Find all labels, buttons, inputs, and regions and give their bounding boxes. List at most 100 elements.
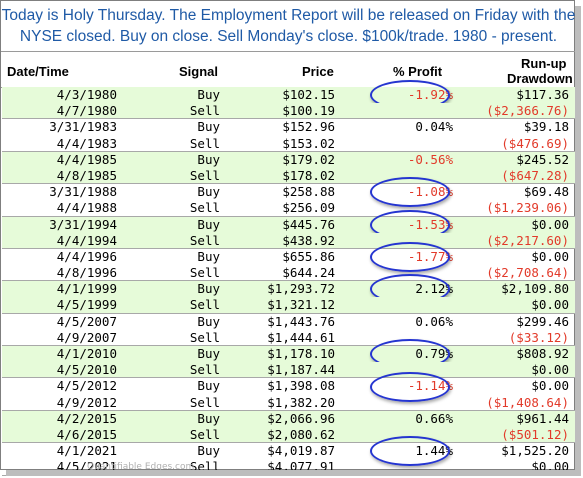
results-title: Today is Holy Thursday. The Employment R… (1, 5, 576, 47)
trade-divider (2, 215, 575, 217)
panel-shadow-bottom (6, 470, 581, 476)
trade-runup-drawdown: $39.18 (523, 119, 569, 135)
trade-date: 4/2/2015 (56, 410, 117, 426)
trade-divider (2, 312, 575, 314)
trade-price: $1,398.08 (267, 378, 335, 394)
trade-runup-drawdown: ($2,366.76) (486, 103, 569, 119)
trade-price: $258.88 (282, 184, 335, 200)
trade-date: 4/8/1985 (56, 167, 117, 183)
trade-signal: Buy (197, 184, 220, 200)
trade-signal: Sell (189, 297, 220, 313)
trade-runup-drawdown: ($1,408.64) (486, 394, 569, 410)
trade-runup-drawdown: ($2,217.60) (486, 232, 569, 248)
trade-signal: Sell (189, 135, 220, 151)
trade-date: 4/4/1988 (56, 200, 117, 216)
trade-signal: Buy (197, 346, 220, 361)
highlight-oval (370, 371, 450, 402)
trade-date: 4/1/2021 (56, 443, 117, 459)
trade-price: $1,443.76 (267, 313, 335, 329)
table-row: 4/6/2015 Sell $2,080.62 ($501.12) (2, 426, 575, 444)
table-row: 4/5/2012 Buy $1,398.08 -1.14% $0.00 (2, 378, 575, 394)
trade-divider (2, 183, 575, 185)
trade-signal: Buy (197, 87, 220, 102)
trade-signal: Sell (189, 232, 220, 248)
trade-runup-drawdown: ($647.28) (501, 167, 569, 183)
trade-price: $1,187.44 (267, 362, 335, 378)
trade-date: 3/31/1988 (49, 184, 117, 200)
trade-date: 3/31/1994 (49, 216, 117, 232)
table-row: 4/3/1980 Buy $102.15 -1.92% $117.36 (2, 87, 575, 104)
trade-runup-drawdown: $1,525.20 (501, 443, 569, 459)
trade-divider (2, 377, 575, 379)
trade-date: 4/5/2007 (56, 313, 117, 329)
trade-signal: Sell (189, 265, 220, 281)
trade-date: 4/3/1980 (56, 87, 117, 102)
trade-price: $153.02 (282, 135, 335, 151)
trade-date: 4/4/1985 (56, 151, 117, 167)
table-row: 4/8/1996 Sell $644.24 ($2,708.64) (2, 265, 575, 282)
header-price: Price (302, 64, 334, 79)
header-date: Date/Time (7, 64, 69, 79)
table-row: 4/7/1980 Sell $100.19 ($2,366.76) (2, 103, 575, 120)
trade-runup-drawdown: ($33.12) (508, 329, 569, 345)
table-row: 3/31/1994 Buy $445.76 -1.53% $0.00 (2, 216, 575, 233)
trade-signal: Sell (189, 167, 220, 183)
trade-price: $438.92 (282, 232, 335, 248)
trade-signal: Sell (189, 200, 220, 216)
trade-price: $445.76 (282, 216, 335, 232)
trade-date: 3/31/1983 (49, 119, 117, 135)
header-profit: % Profit (393, 64, 443, 79)
trade-date: 4/1/1999 (56, 281, 117, 297)
trade-date: 4/5/1999 (56, 297, 117, 313)
trade-divider (2, 280, 575, 282)
trade-price: $2,080.62 (267, 426, 335, 442)
highlight-oval (370, 436, 450, 467)
trade-price: $2,066.96 (267, 410, 335, 426)
trade-signal: Buy (197, 119, 220, 135)
trade-date: 4/4/1994 (56, 232, 117, 248)
trade-runup-drawdown: $961.44 (516, 410, 569, 426)
watermark: Quantifiable Edges.com (87, 462, 195, 472)
table-row: 3/31/1983 Buy $152.96 0.04% $39.18 (2, 119, 575, 135)
table-row: 4/1/2021 Buy $4,019.87 1.44% $1,525.20 (2, 443, 575, 459)
table-row: 4/4/1988 Sell $256.09 ($1,239.06) (2, 200, 575, 217)
trade-divider (2, 409, 575, 411)
trade-runup-drawdown: $0.00 (531, 297, 569, 313)
trade-runup-drawdown: ($1,239.06) (486, 200, 569, 216)
trade-profit: 0.66% (415, 410, 453, 426)
trade-runup-drawdown: ($2,708.64) (486, 265, 569, 281)
trade-price: $1,382.20 (267, 394, 335, 410)
trade-price: $1,444.61 (267, 329, 335, 345)
trade-price: $100.19 (282, 103, 335, 119)
trade-divider (2, 345, 575, 346)
table-row: 3/31/1988 Buy $258.88 -1.08% $69.48 (2, 184, 575, 200)
trade-runup-drawdown: $117.36 (516, 87, 569, 102)
trade-price: $1,178.10 (267, 346, 335, 361)
trade-signal: Buy (197, 378, 220, 394)
trade-profit: -0.56% (407, 151, 453, 167)
trade-divider (2, 118, 575, 120)
table-row: 4/9/2012 Sell $1,382.20 ($1,408.64) (2, 395, 575, 411)
trade-price: $179.02 (282, 151, 335, 167)
trade-date: 4/1/2010 (56, 346, 117, 361)
trade-divider (2, 442, 575, 444)
trade-profit: 0.06% (415, 313, 453, 329)
trade-price: $1,293.72 (267, 281, 335, 297)
trade-signal: Buy (197, 151, 220, 167)
trade-price: $152.96 (282, 119, 335, 135)
trade-date: 4/5/2010 (56, 362, 117, 378)
trade-signal: Sell (189, 394, 220, 410)
table-row: 4/5/2007 Buy $1,443.76 0.06% $299.46 (2, 314, 575, 330)
table-row: 4/5/2010 Sell $1,187.44 $0.00 (2, 362, 575, 379)
trade-date: 4/9/2012 (56, 394, 117, 410)
trade-runup-drawdown: $0.00 (531, 362, 569, 378)
table-row: 4/1/2010 Buy $1,178.10 0.79% $808.92 (2, 346, 575, 363)
trade-runup-drawdown: $0.00 (531, 216, 569, 232)
highlight-oval (370, 242, 450, 272)
table-row: 4/4/1994 Sell $438.92 ($2,217.60) (2, 232, 575, 249)
title-line-1: Today is Holy Thursday. The Employment R… (1, 7, 576, 24)
trade-date: 4/4/1996 (56, 248, 117, 264)
trade-date: 4/8/1996 (56, 265, 117, 281)
table-row: 4/4/1996 Buy $655.86 -1.77% $0.00 (2, 249, 575, 265)
